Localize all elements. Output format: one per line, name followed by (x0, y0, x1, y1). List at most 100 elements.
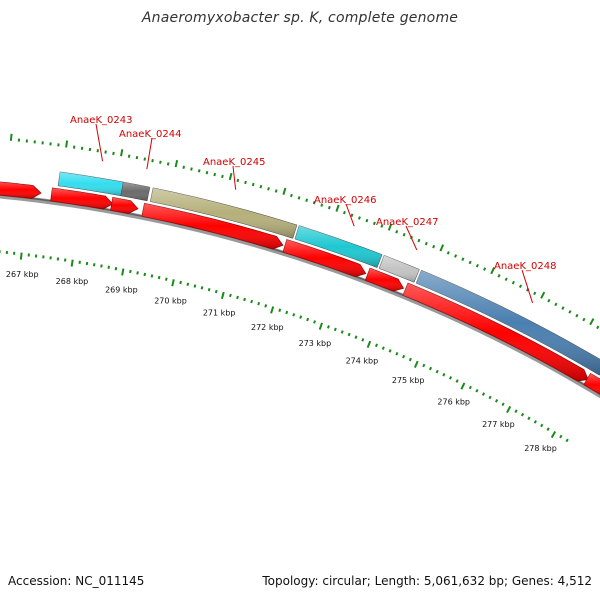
inner-scale-tick (114, 267, 118, 271)
outer-scale-tick (205, 170, 209, 175)
kbp-label: 271 kbp (203, 309, 236, 318)
outer-scale-tick (350, 213, 354, 218)
gene-block-shade (58, 171, 124, 196)
inner-scale-tick (70, 259, 74, 267)
inner-scale-tick (200, 286, 204, 290)
inner-scale-tick (257, 301, 261, 306)
outer-scale-tick (387, 223, 393, 231)
inner-scale-tick (129, 269, 132, 274)
inner-scale-tick (285, 310, 289, 315)
outer-scale-tick (483, 267, 487, 271)
outer-scale-tick (365, 218, 369, 223)
outer-scale-tick (518, 284, 523, 289)
outer-scale-tick (357, 216, 361, 220)
kbp-label: 276 kbp (437, 397, 470, 406)
inner-scale-tick (435, 369, 439, 374)
inner-scale-tick (292, 313, 296, 317)
outer-scale-tick (197, 169, 201, 173)
inner-scale-tick (475, 388, 479, 393)
outer-scale-tick (432, 244, 436, 249)
kbp-label: 272 kbp (251, 323, 284, 332)
inner-scale-tick (468, 385, 472, 390)
outer-scale-tick (504, 277, 508, 282)
inner-scale-tick (299, 315, 303, 319)
kbp-label: 267 kbp (6, 270, 39, 279)
outer-scale-tick (159, 160, 162, 164)
inner-scale-tick (402, 354, 406, 359)
kbp-label: 274 kbp (346, 357, 379, 366)
genome-stats-text: Topology: circular; Length: 5,061,632 bp… (262, 574, 592, 588)
outer-scale-tick (143, 157, 147, 161)
gene-layer (57, 171, 600, 376)
cds-arrow-shade (141, 203, 283, 249)
backbone-edge (0, 194, 600, 396)
kbp-label: 268 kbp (56, 277, 89, 286)
inner-scale-tick (250, 299, 254, 304)
gene-leader-line (146, 137, 153, 170)
gene-leader-line (405, 225, 418, 251)
cds-arrow-shade (365, 268, 404, 292)
gene-leader-line (232, 165, 237, 190)
inner-scale-tick (520, 412, 525, 417)
inner-scale-tick (533, 420, 537, 424)
cds-arrow-shade (50, 188, 113, 209)
outer-scale-tick (568, 310, 572, 314)
gene-label: AnaeK_0247 (376, 217, 438, 228)
cds-arrow-shade (283, 239, 366, 277)
inner-scale-tick (186, 282, 190, 286)
inner-scale-tick (559, 434, 563, 439)
inner-scale-tick (278, 308, 282, 312)
outer-scale-tick (468, 260, 472, 265)
inner-scale-tick (375, 343, 378, 348)
outer-scale-tick (274, 189, 278, 193)
outer-scale-tick (228, 172, 233, 181)
inner-scale-tick (501, 402, 505, 407)
inner-scale-tick (527, 416, 531, 421)
outer-scale-tick (327, 205, 331, 210)
outer-scale-tick (320, 203, 324, 207)
inner-scale-tick (333, 327, 337, 332)
inner-scale-tick (150, 274, 154, 278)
outer-scale-tick (282, 187, 287, 195)
outer-scale-tick (182, 165, 186, 169)
gene-block-shade (150, 187, 297, 239)
inner-scale-tick (157, 275, 161, 280)
outer-scale-tick (251, 182, 255, 187)
inner-scale-tick (460, 382, 466, 390)
inner-scale-tick (354, 335, 358, 339)
inner-scale-tick (366, 340, 372, 349)
outer-scale-tick (424, 241, 428, 246)
outer-scale-tick (213, 172, 217, 177)
inner-scale-tick (340, 330, 344, 334)
inner-scale-tick (481, 392, 486, 396)
cds-arrow-shade (583, 373, 600, 395)
outer-scale-tick (335, 204, 340, 212)
inner-scale-tick (455, 379, 459, 383)
outer-scale-tick (236, 178, 240, 183)
inner-scale-tick (179, 280, 182, 285)
inner-scale-tick (143, 272, 147, 277)
outer-scale-tick (454, 254, 458, 258)
outer-scale-tick (417, 238, 421, 243)
inner-scale-tick (243, 297, 246, 302)
outer-scale-tick (372, 221, 376, 226)
outer-scale-tick (402, 232, 406, 237)
gene-label: AnaeK_0243 (70, 115, 132, 126)
outer-scale-tick (554, 302, 558, 307)
kbp-label: 273 kbp (299, 339, 332, 348)
inner-scale-tick (442, 372, 446, 377)
gene-block-shade (379, 255, 420, 283)
kbp-label: 278 kbp (524, 444, 557, 453)
backbone-line (0, 193, 600, 399)
outer-scale-tick (582, 317, 586, 322)
inner-scale-tick (220, 291, 225, 300)
inner-scale-tick (428, 366, 433, 371)
kbp-label: 275 kbp (392, 376, 425, 385)
outer-scale-tick (439, 244, 445, 252)
inner-scale-tick (236, 295, 239, 300)
inner-scale-tick (540, 423, 544, 428)
inner-scale-tick (506, 405, 512, 414)
outer-scale-tick (561, 306, 565, 310)
inner-scale-tick (264, 304, 268, 308)
outer-scale-tick (9, 133, 13, 141)
